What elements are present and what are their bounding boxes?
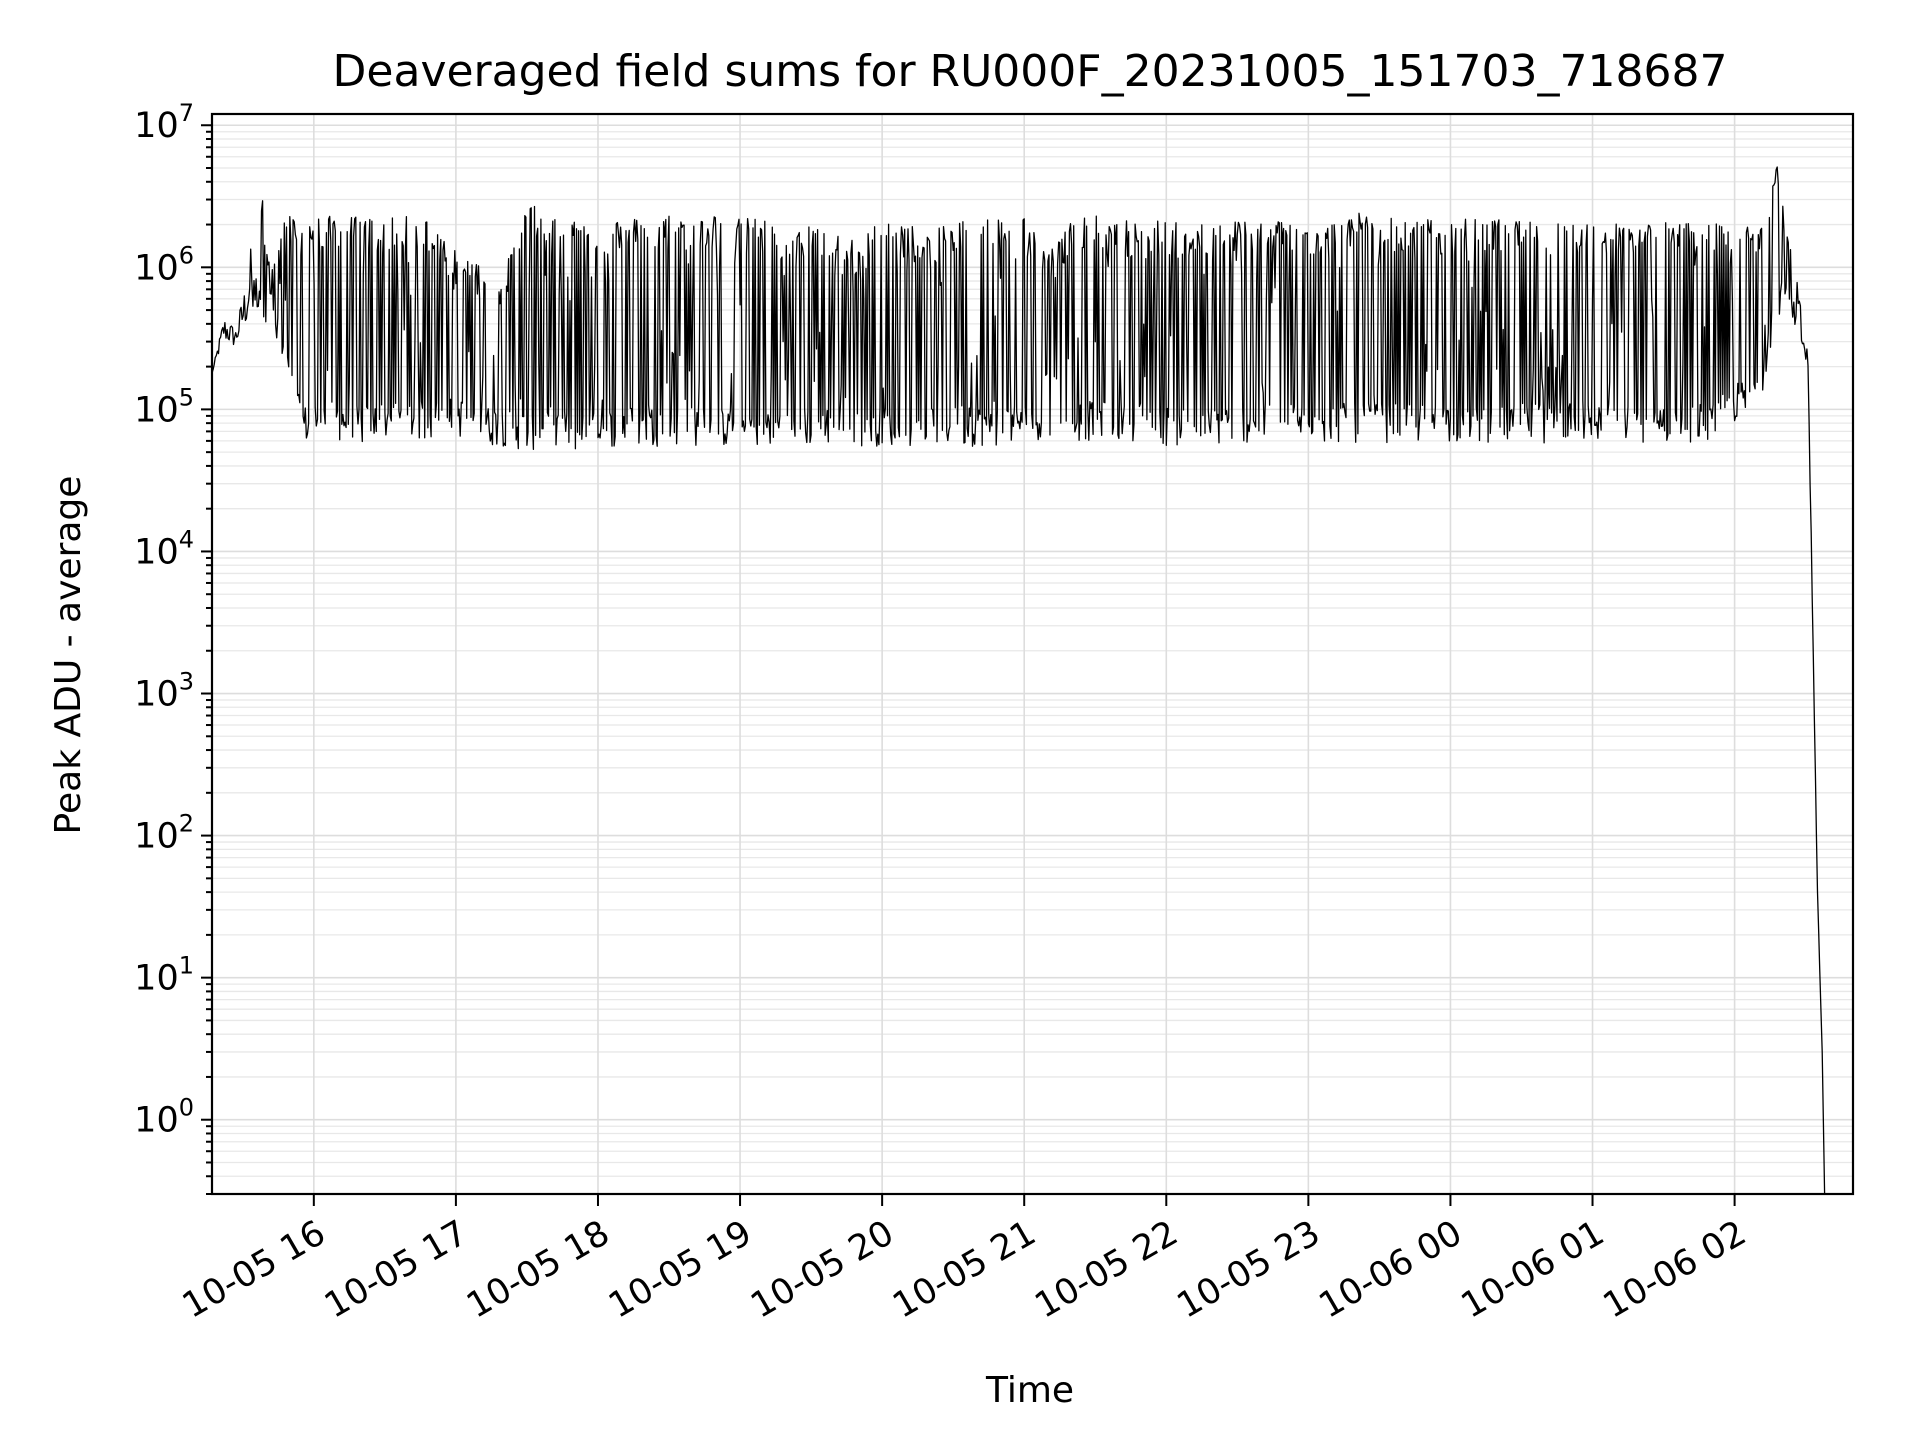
- plot-frame: [210, 112, 1855, 1196]
- y-tick-label: 101: [134, 952, 194, 999]
- chart-title: Deaveraged field sums for RU000F_2023100…: [333, 46, 1728, 97]
- series-line: [211, 166, 1826, 1195]
- y-tick-label: 103: [134, 668, 194, 715]
- y-tick-label: 105: [134, 383, 194, 430]
- y-axis: 100 101 102 103 104 105 106 107: [134, 99, 212, 1195]
- y-tick-label: 102: [134, 810, 194, 857]
- y-tick-label: 107: [134, 99, 194, 146]
- grid: [212, 114, 1853, 1195]
- y-tick-label: 100: [134, 1094, 194, 1141]
- y-tick-label: 104: [134, 525, 194, 572]
- y-tick-label: 106: [134, 241, 194, 288]
- x-axis-label: Time: [985, 1370, 1074, 1411]
- y-axis-label: Peak ADU - average: [48, 476, 89, 835]
- data-series: [211, 166, 1826, 1195]
